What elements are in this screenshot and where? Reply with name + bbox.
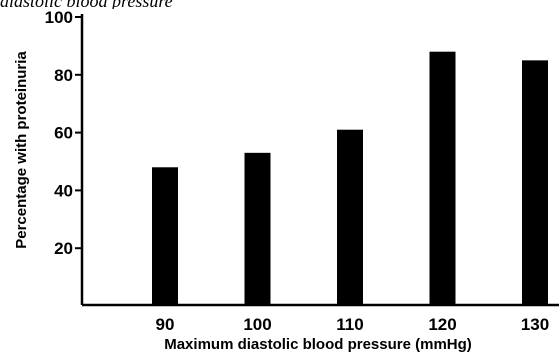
x-ticks-group: 90 100 110 120 130 [156, 315, 550, 334]
x-axis-title: Maximum diastolic blood pressure (mmHg) [164, 336, 472, 353]
y-tick-label: 60 [54, 124, 73, 143]
y-tick-label: 20 [54, 239, 73, 258]
bar-120 [429, 51, 456, 307]
x-tick-label: 120 [428, 315, 456, 334]
bars-group [152, 51, 548, 307]
y-axis-title: Percentage with proteinuria [13, 51, 30, 249]
figure-caption: diastolic blood pressure [0, 0, 559, 9]
y-tick-label: 40 [54, 181, 73, 200]
y-tick-label: 100 [45, 8, 73, 27]
bar-90 [152, 167, 178, 306]
y-ticks-group: 20 40 60 80 100 [45, 8, 82, 258]
bar-110 [337, 129, 363, 306]
y-tick-label: 80 [54, 66, 73, 85]
x-tick-label: 130 [521, 315, 549, 334]
x-tick-label: 90 [156, 315, 175, 334]
x-tick-label: 110 [336, 315, 363, 334]
bar-130 [522, 60, 548, 306]
x-tick-label: 100 [243, 315, 271, 334]
bar-100 [244, 152, 271, 306]
